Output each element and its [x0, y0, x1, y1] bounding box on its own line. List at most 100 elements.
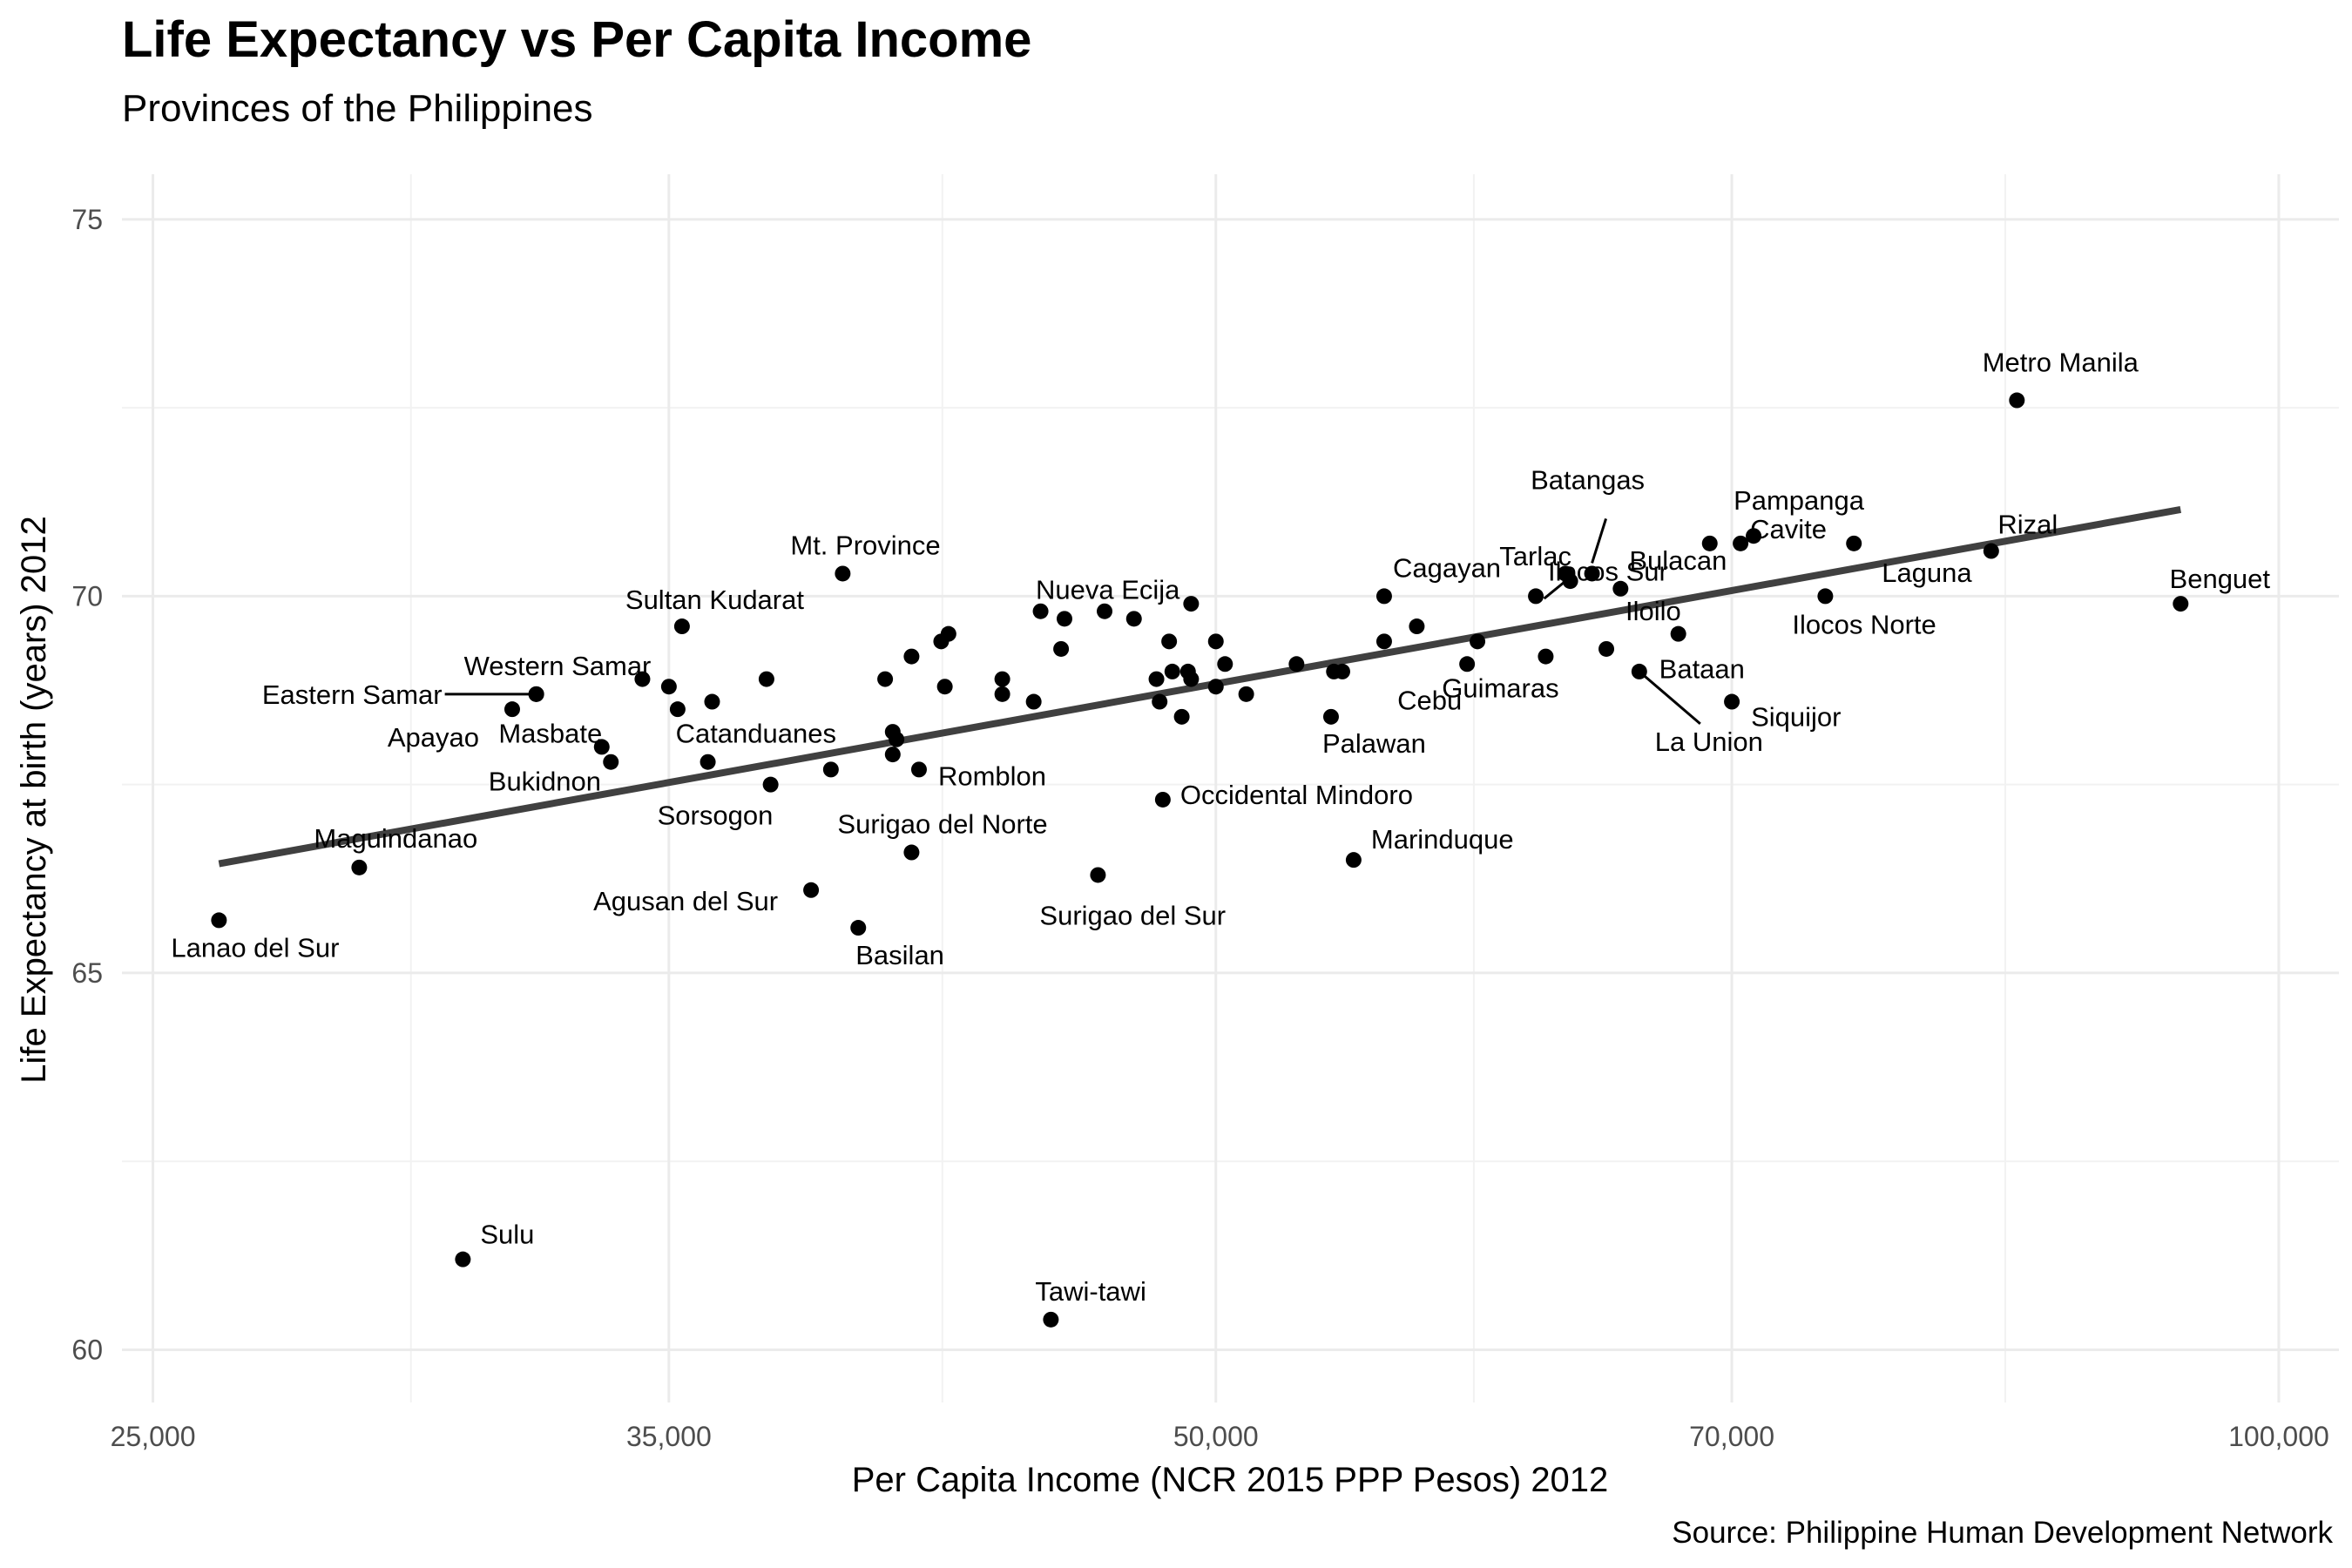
point-label: Apayao	[388, 722, 479, 753]
data-point	[634, 671, 651, 687]
data-point	[1345, 852, 1362, 868]
point-label: Maguindanao	[314, 823, 477, 854]
point-label: Western Samar	[464, 651, 652, 681]
y-tick-label: 75	[71, 204, 103, 235]
data-point	[1032, 603, 1049, 619]
label-leader-line	[1638, 670, 1701, 726]
data-point	[211, 912, 227, 929]
data-point	[673, 618, 690, 635]
y-tick-label: 65	[71, 957, 103, 989]
point-label: Lanao del Sur	[171, 932, 339, 963]
point-label: Surigao del Sur	[1039, 900, 1226, 930]
data-point	[351, 859, 368, 875]
data-point	[1983, 543, 1999, 559]
data-point	[994, 686, 1010, 702]
data-point	[1090, 867, 1106, 883]
data-point	[603, 754, 619, 770]
chart-subtitle: Provinces of the Philippines	[122, 87, 593, 130]
x-axis-title: Per Capita Income (NCR 2015 PPP Pesos) 2…	[852, 1461, 1609, 1499]
data-point	[1161, 633, 1178, 650]
data-point	[1164, 663, 1180, 679]
data-point	[903, 844, 920, 861]
data-point	[762, 776, 779, 793]
data-point	[758, 671, 774, 687]
grid-lines	[122, 174, 2339, 1402]
data-point	[1238, 686, 1254, 702]
data-point	[455, 1251, 471, 1267]
data-point	[1528, 588, 1544, 605]
data-point	[1409, 618, 1425, 635]
point-label: Ilocos Sur	[1548, 556, 1668, 586]
point-label: Eastern Samar	[262, 679, 443, 710]
data-point	[1183, 596, 1200, 612]
point-label: Basilan	[855, 940, 944, 970]
data-point	[1025, 693, 1042, 710]
point-label: Cagayan	[1393, 552, 1501, 583]
point-label: Palawan	[1322, 728, 1426, 759]
data-point	[1612, 580, 1629, 597]
point-label: Marinduque	[1371, 824, 1514, 855]
chart-caption: Source: Philippine Human Development Net…	[1672, 1516, 2333, 1550]
point-label: Romblon	[938, 760, 1046, 791]
label-leader-line	[1543, 578, 1569, 600]
data-point	[504, 701, 520, 718]
data-point	[1288, 656, 1305, 672]
data-point	[1173, 708, 1190, 725]
data-point	[884, 747, 901, 763]
x-tick-label: 25,000	[111, 1421, 196, 1452]
data-point	[1053, 640, 1070, 657]
data-point	[1746, 528, 1762, 544]
point-label: Iloilo	[1625, 596, 1681, 626]
y-tick-label: 60	[71, 1334, 103, 1365]
data-point	[1538, 648, 1554, 665]
data-point	[1670, 625, 1686, 642]
data-point	[1459, 656, 1476, 672]
y-tick-label: 70	[71, 580, 103, 612]
data-point	[704, 693, 720, 710]
point-label: Mt. Province	[790, 530, 940, 560]
point-label: Cebu	[1397, 685, 1462, 715]
point-label: Siquijor	[1751, 702, 1841, 733]
data-point	[889, 731, 905, 747]
data-point	[1724, 693, 1740, 710]
axis-ticks: 25,000 35,000 50,000 70,000 100,000 60 65 70 75	[71, 204, 2328, 1452]
data-point	[1125, 611, 1142, 627]
data-point	[1183, 671, 1200, 687]
point-label: Agusan del Sur	[593, 886, 778, 916]
data-point	[803, 882, 820, 898]
data-point	[1322, 708, 1339, 725]
data-point	[1846, 535, 1862, 551]
x-tick-label: 35,000	[626, 1421, 712, 1452]
point-label: Batangas	[1531, 464, 1645, 495]
point-label: Pampanga	[1734, 485, 1865, 516]
data-point	[1148, 671, 1165, 687]
point-label: Catanduanes	[676, 719, 836, 749]
data-point	[1056, 611, 1072, 627]
data-point	[2009, 392, 2025, 409]
point-label: Sorsogon	[658, 801, 774, 831]
point-label: Bataan	[1659, 654, 1745, 685]
point-label: Sulu	[480, 1220, 534, 1250]
data-point	[660, 679, 677, 695]
point-label: Bulacan	[1629, 545, 1727, 576]
data-point	[1207, 679, 1224, 695]
x-tick-label: 50,000	[1173, 1421, 1259, 1452]
data-points	[211, 392, 2189, 1328]
point-label: Bukidnon	[489, 766, 601, 796]
data-point	[933, 633, 950, 650]
point-label: Ilocos Norte	[1792, 609, 1936, 639]
data-point	[669, 701, 686, 718]
data-point	[994, 671, 1010, 687]
data-point	[877, 671, 894, 687]
data-point	[1217, 656, 1233, 672]
chart-title: Life Expectancy vs Per Capita Income	[122, 11, 1032, 68]
data-point	[1584, 565, 1600, 582]
data-point	[1733, 535, 1749, 551]
data-point	[1097, 603, 1113, 619]
label-leader-line	[1591, 518, 1608, 564]
point-label: Surigao del Norte	[837, 809, 1047, 840]
data-point	[1701, 535, 1718, 551]
point-label: Occidental Mindoro	[1180, 780, 1413, 810]
data-point	[903, 648, 920, 665]
